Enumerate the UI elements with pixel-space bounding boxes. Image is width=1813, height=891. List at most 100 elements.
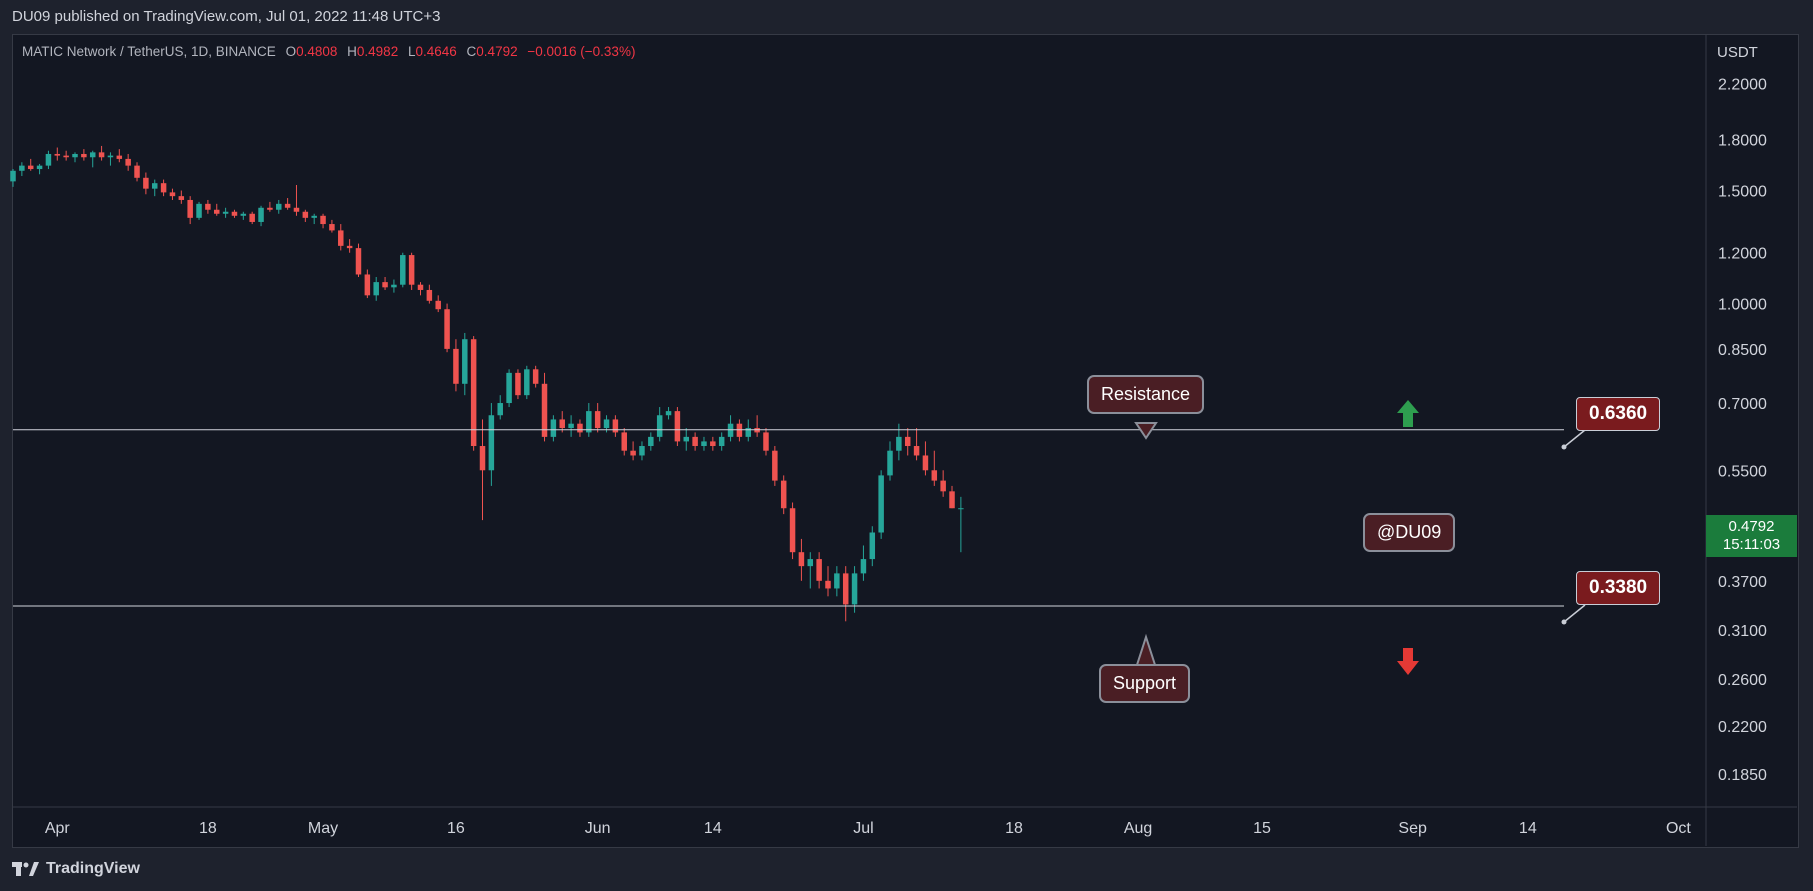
candle (214, 203, 220, 216)
candle-body (674, 411, 681, 442)
candle (807, 552, 814, 589)
candle (205, 199, 211, 214)
tradingview-logo-icon (12, 862, 39, 876)
candle-body (736, 423, 743, 437)
open-value: 0.4808 (296, 44, 338, 59)
bar-countdown: 15:11:03 (1722, 536, 1781, 553)
resistance-price-connector (1563, 429, 1586, 448)
candle (559, 411, 565, 433)
candle (896, 423, 902, 461)
candle-body (63, 155, 69, 158)
watermark-callout[interactable]: @DU09 (1363, 513, 1456, 552)
tradingview-brand: TradingView (46, 860, 140, 877)
candle-body (311, 215, 317, 218)
candle-body (320, 215, 326, 225)
resistance-price-label[interactable]: 0.6360 (1576, 397, 1661, 431)
candle-body (559, 419, 565, 429)
support-price-label[interactable]: 0.3380 (1576, 571, 1661, 605)
candle-body (586, 411, 592, 433)
candle-body (89, 152, 96, 158)
candle (134, 162, 140, 182)
candle-body (400, 255, 406, 285)
candle-body (444, 309, 450, 349)
candle (462, 332, 468, 396)
candle (125, 153, 131, 171)
candle-body (214, 209, 220, 214)
candle (311, 213, 317, 225)
candle (63, 150, 69, 161)
candle (515, 369, 521, 400)
current-price-value: 0.4792 (1728, 518, 1775, 535)
footer-branding[interactable]: TradingView (12, 860, 140, 878)
candle (718, 432, 725, 451)
resistance-callout[interactable]: Resistance (1087, 375, 1205, 414)
candle-body (727, 423, 734, 437)
price-tick-label: 0.7000 (1718, 396, 1767, 413)
candle-body (125, 158, 131, 166)
candle (187, 196, 193, 225)
time-tick-label: Jun (585, 820, 611, 837)
candle-body (603, 419, 610, 429)
candle (834, 566, 840, 597)
candle (36, 163, 43, 175)
candle-body (373, 282, 379, 296)
price-tick-label: 0.1850 (1718, 767, 1767, 784)
candle (54, 147, 61, 161)
candle-body (949, 491, 955, 509)
candle-body (940, 480, 946, 492)
price-tick-label: 1.5000 (1718, 184, 1767, 201)
candle (267, 201, 273, 212)
candle-body (887, 450, 893, 476)
candle-body (302, 211, 309, 218)
candle-body (98, 152, 105, 158)
candle-body (116, 155, 123, 159)
candle (816, 552, 822, 589)
candle-body (524, 369, 530, 396)
candle-body (541, 383, 548, 437)
candle (98, 145, 105, 161)
candle (258, 205, 264, 227)
candle-body (842, 573, 849, 605)
candle-body (913, 446, 920, 456)
candle (196, 201, 202, 220)
candle (825, 566, 831, 597)
candle (887, 441, 893, 481)
candle-body (860, 559, 867, 574)
candle (745, 419, 752, 442)
levels-group (13, 429, 1564, 607)
candle (568, 415, 574, 437)
candle (400, 252, 406, 288)
candle-body (258, 207, 264, 222)
low-value: 0.4646 (415, 44, 457, 59)
candle (10, 169, 16, 187)
time-tick-label: 18 (1005, 820, 1023, 837)
candle-body (160, 183, 167, 193)
candle-body (19, 165, 25, 171)
time-tick-label: 14 (1519, 820, 1537, 837)
candle (736, 419, 743, 442)
time-tick-label: Apr (45, 820, 71, 837)
candle (417, 282, 424, 296)
candle-body (45, 153, 52, 166)
candle (329, 219, 335, 233)
candle (869, 526, 876, 567)
candle-body (825, 580, 831, 589)
candle-body (958, 508, 964, 510)
candle (683, 428, 690, 451)
candle (639, 441, 645, 461)
candle (692, 432, 698, 451)
support-callout[interactable]: Support (1099, 664, 1191, 703)
candle (798, 538, 805, 581)
candle-body (896, 436, 902, 451)
time-tick-label: Sep (1398, 820, 1427, 837)
candle-body (408, 255, 415, 285)
candle-body (577, 423, 583, 433)
candle (231, 209, 238, 218)
candle-body (851, 573, 858, 605)
low-label: L (407, 44, 416, 59)
support-price-connector (1563, 604, 1586, 623)
time-tick-label: 18 (199, 820, 217, 837)
candle-body (568, 423, 574, 429)
candle (842, 566, 849, 622)
